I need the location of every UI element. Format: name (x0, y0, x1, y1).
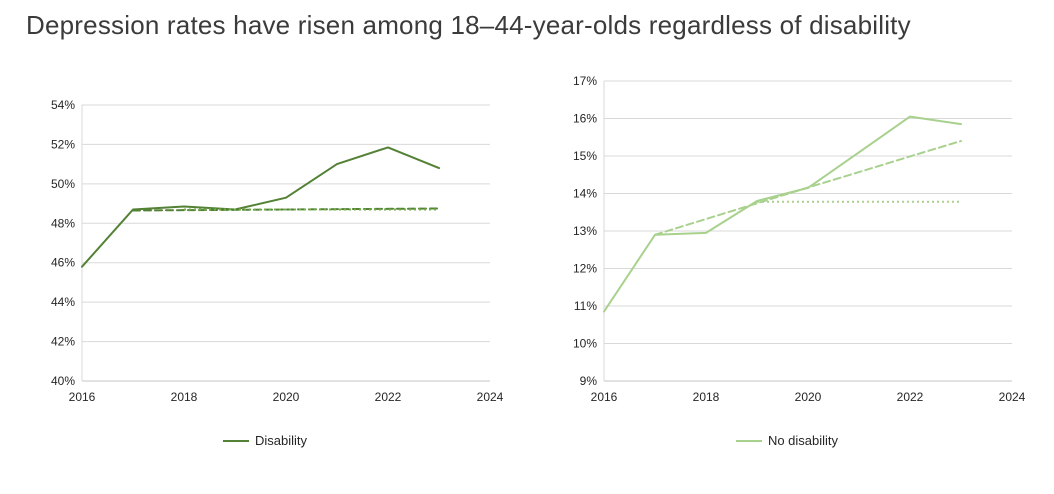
y-axis-tick-label: 9% (580, 374, 598, 388)
disability-legend: Disability (222, 433, 307, 448)
y-axis-tick-label: 40% (51, 374, 75, 388)
x-axis-tick-label: 2018 (693, 390, 720, 404)
page-title: Depression rates have risen among 18–44-… (26, 10, 911, 40)
y-axis-tick-label: 52% (51, 137, 75, 151)
y-axis-tick-label: 44% (51, 295, 75, 309)
x-axis-tick-label: 2022 (897, 390, 924, 404)
no-disability-legend-label: No disability (767, 433, 839, 448)
series-no-disability-dashed-trend (654, 140, 962, 236)
disability-legend-label: Disability (254, 433, 307, 448)
x-axis-tick-label: 2022 (375, 390, 402, 404)
x-axis-tick-label: 2024 (477, 390, 504, 404)
x-axis-tick-label: 2016 (591, 390, 618, 404)
no-disability-chart: 9% 10% 11% 12% 13% 14% 15% 16% 17% 2016 2018 2020 20… (548, 67, 1026, 448)
charts-row: 40% 42% 44% 46% 48% 50% 52% 54% 2016 2018 2020 2022… (0, 67, 1054, 448)
x-axis-tick-label: 2020 (273, 390, 300, 404)
y-axis-tick-label: 17% (573, 74, 597, 88)
y-axis-tick-label: 54% (51, 98, 75, 112)
x-axis-tick-label: 2018 (171, 390, 198, 404)
no-disability-legend-line-swatch (735, 439, 762, 442)
y-axis-tick-label: 13% (573, 224, 597, 238)
y-axis-tick-label: 42% (51, 335, 75, 349)
y-axis-tick-label: 48% (51, 216, 75, 230)
x-axis-tick-label: 2024 (999, 390, 1026, 404)
series-disability-actual (81, 146, 440, 268)
y-axis-tick-label: 11% (574, 299, 597, 313)
y-axis-tick-label: 50% (51, 177, 75, 191)
disability-chart: 40% 42% 44% 46% 48% 50% 52% 54% 2016 2018 2020 2022… (26, 67, 504, 448)
x-axis-tick-label: 2020 (795, 390, 822, 404)
x-axis-tick-label: 2016 (69, 390, 96, 404)
no-disability-chart-svg: 9% 10% 11% 12% 13% 14% 15% 16% 17% 2016 2018 2020 20… (573, 74, 1026, 404)
y-axis-tick-label: 15% (573, 149, 597, 163)
y-axis-tick-label: 16% (573, 112, 597, 126)
y-axis-tick-label: 46% (51, 256, 75, 270)
y-axis-tick-label: 14% (573, 187, 597, 201)
series-no-disability-actual (603, 115, 962, 313)
y-axis-tick-label: 10% (573, 337, 597, 351)
no-disability-legend: No disability (735, 433, 839, 448)
y-axis-tick-label: 12% (573, 262, 597, 276)
disability-legend-line-swatch (222, 439, 249, 442)
disability-chart-svg: 40% 42% 44% 46% 48% 50% 52% 54% 2016 2018 2020 2022… (51, 98, 504, 404)
